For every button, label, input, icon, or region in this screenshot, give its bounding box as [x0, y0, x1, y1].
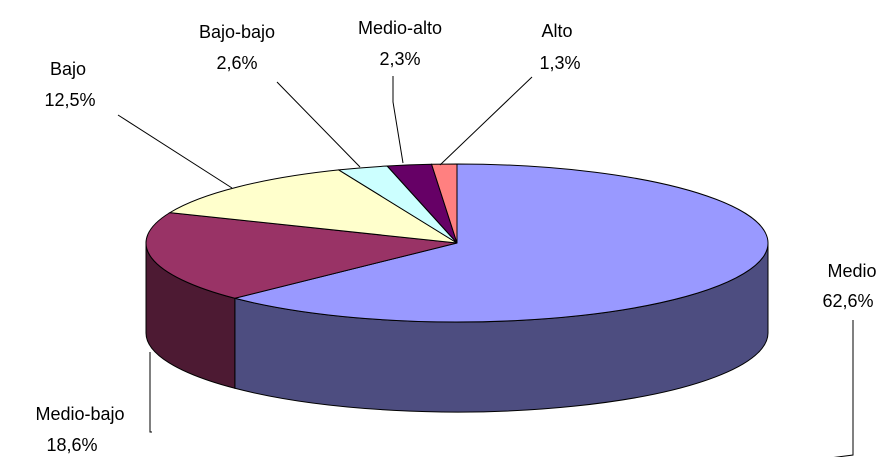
value-label: 2,6%: [216, 53, 257, 73]
pie-slice: [145, 212, 458, 299]
pie-slice: [430, 163, 458, 244]
leader-line: [833, 320, 854, 457]
slice-label: Medio-alto: [358, 18, 442, 38]
value-label: 2,3%: [379, 49, 420, 69]
slice-label: Medio: [827, 261, 876, 281]
value-label: 12,5%: [44, 90, 95, 110]
slice-label: Bajo: [50, 59, 86, 79]
leader-line: [276, 81, 361, 168]
value-label: 1,3%: [539, 53, 580, 73]
slice-label: Alto: [541, 21, 572, 41]
leader-line: [149, 352, 152, 433]
slice-label: Medio-bajo: [35, 404, 124, 424]
pie-slice: [168, 169, 458, 244]
leader-line: [117, 114, 233, 189]
leader-line: [439, 76, 533, 166]
value-label: 62,6%: [822, 291, 873, 311]
leader-line: [392, 76, 404, 164]
pie-slice: [234, 163, 769, 323]
value-label: 18,6%: [46, 435, 97, 455]
slice-label: Bajo-bajo: [199, 22, 275, 42]
